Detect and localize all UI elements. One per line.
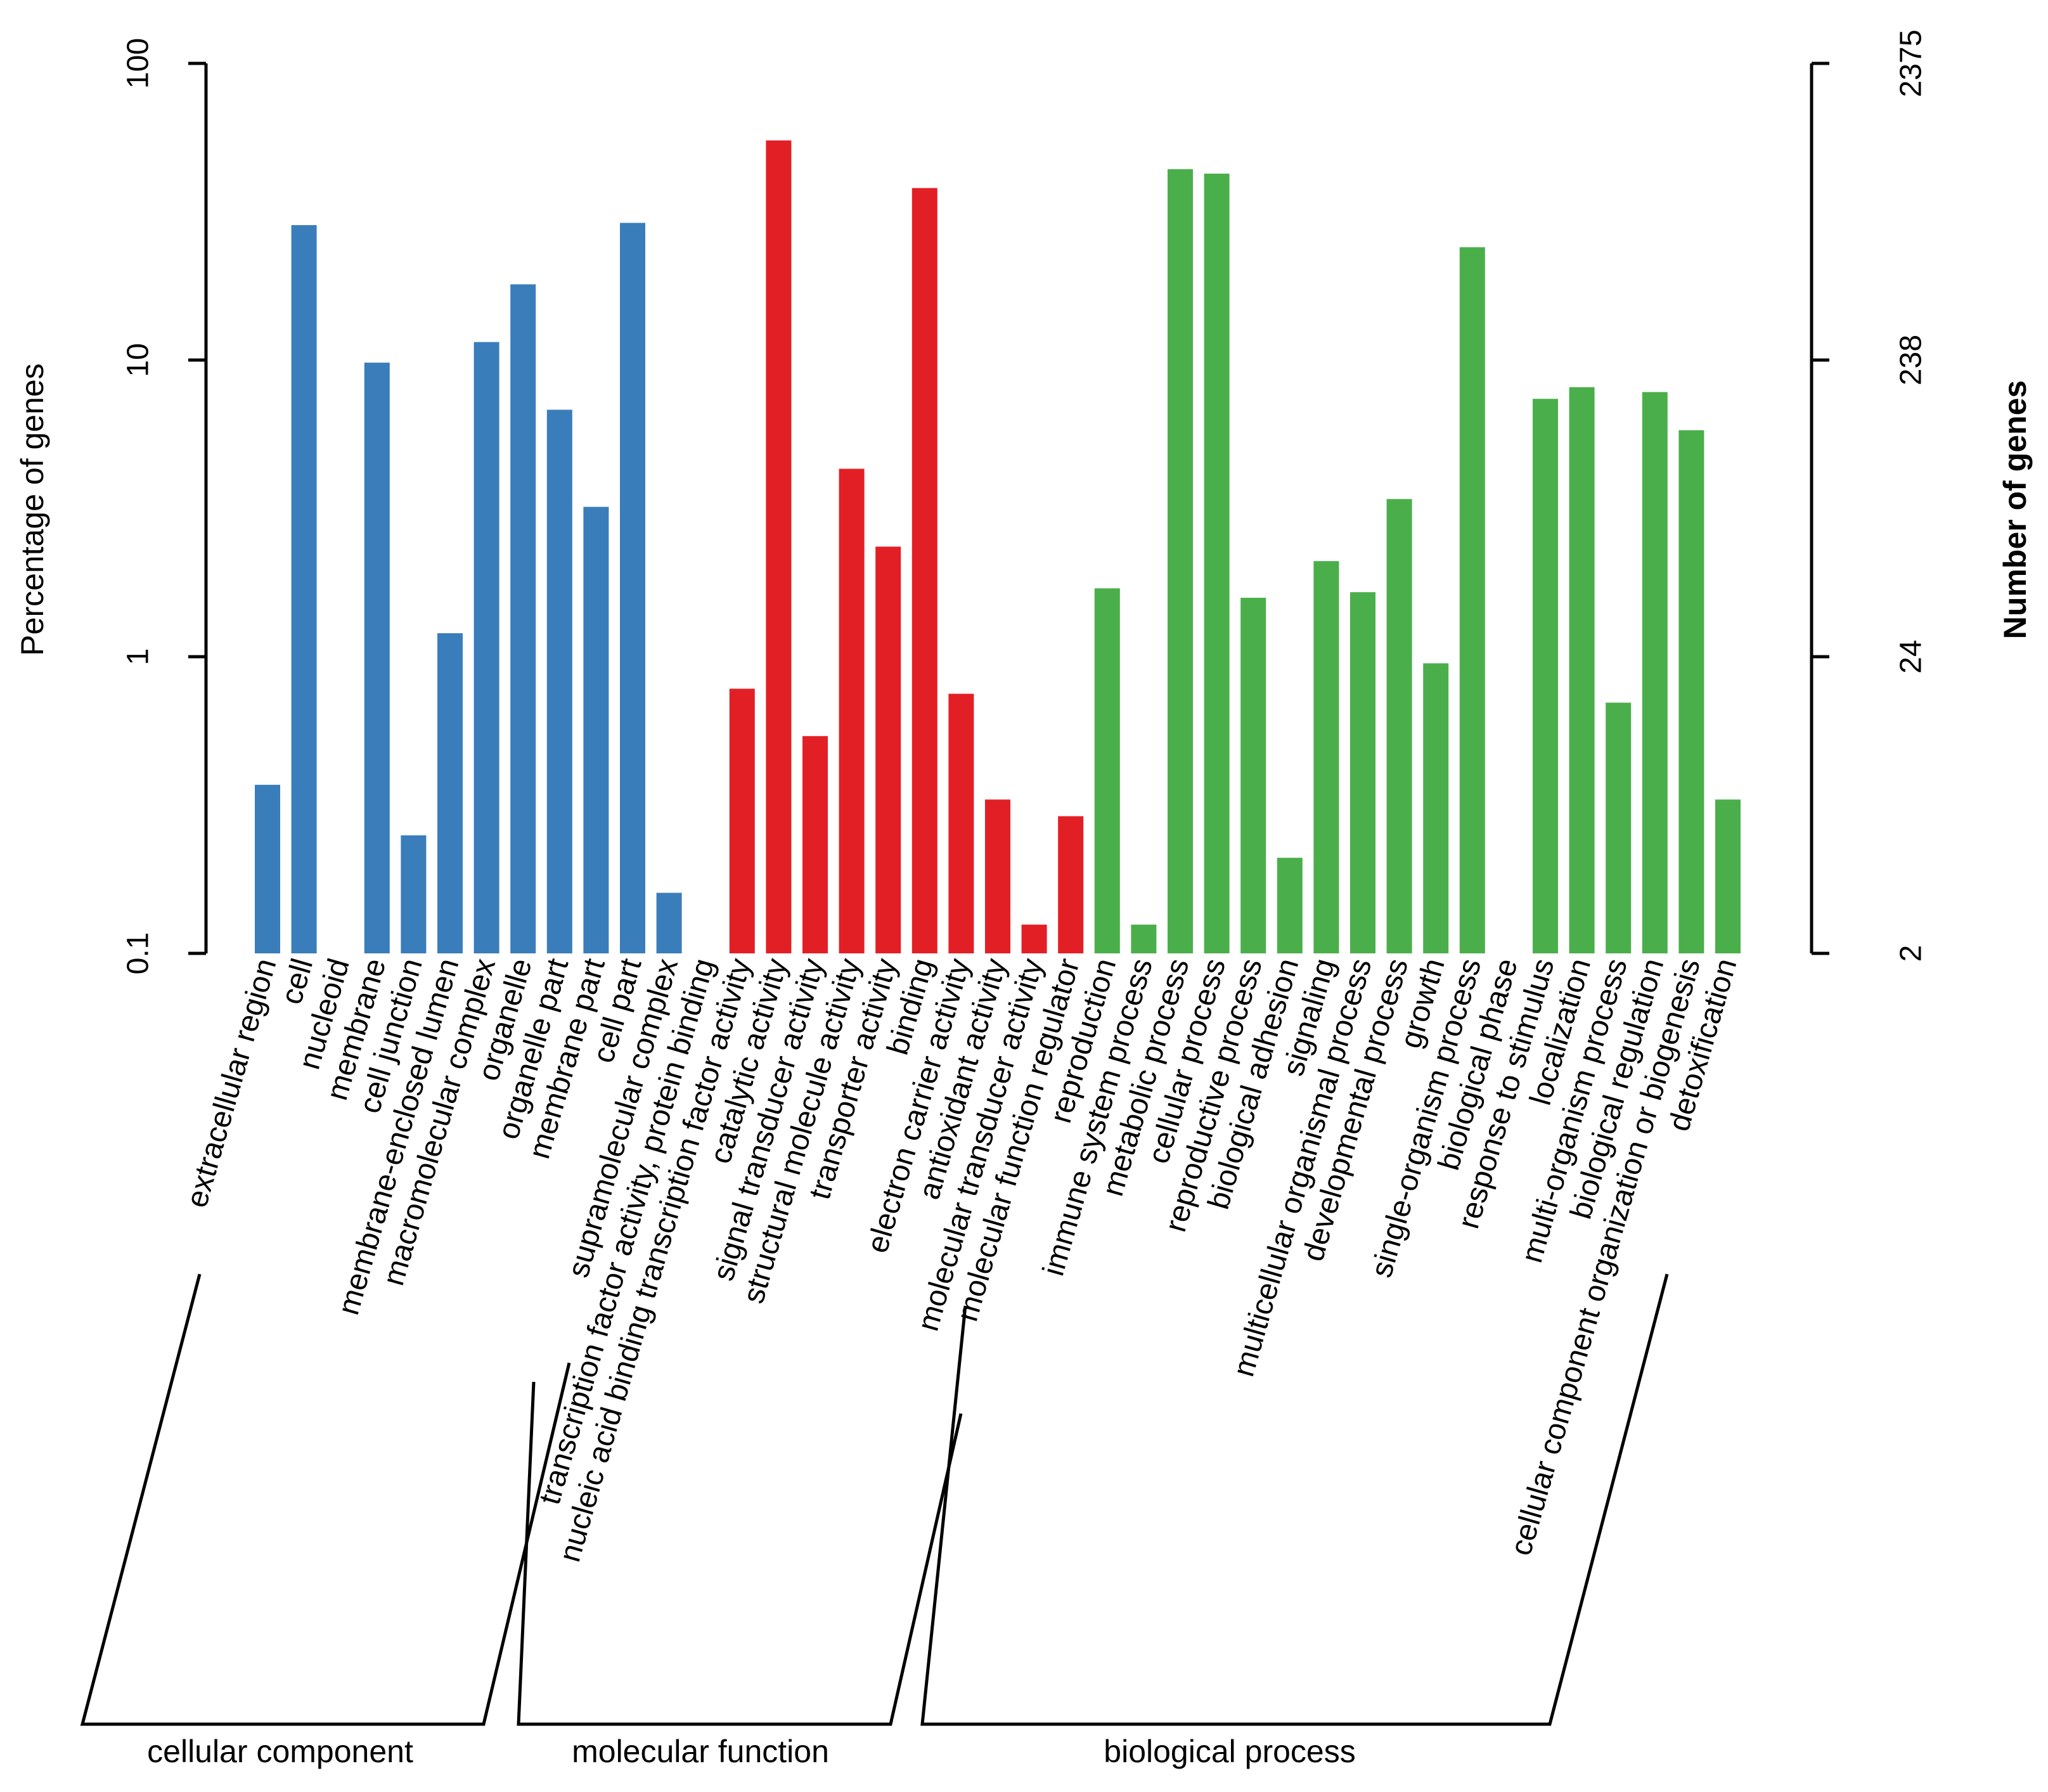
bar-cellular-process [1204,173,1230,954]
bar-membrane-enclosed-lumen [437,633,463,953]
bar-biological-regulation [1642,392,1668,953]
left-tick-label: 1 [122,648,155,666]
bar-biological-adhesion [1277,858,1303,953]
bar-reproduction [1094,588,1120,953]
bar-single-organism-process [1459,247,1485,953]
bar-supramolecular-complex [656,893,682,953]
bar-membrane-part [583,506,609,953]
bar-membrane [364,363,390,953]
y2-axis-title: Number of genes [1997,380,2033,639]
bar-catalytic-activity [766,140,792,953]
bar-organelle [510,284,536,953]
bar-antioxidant-activity [985,799,1010,953]
bars [255,140,1741,954]
bracket-cellular-component [80,1273,571,1726]
right-tick-label: 2375 [1895,30,1928,98]
bar-signal-transducer-activity [802,736,828,953]
bracket-molecular-function [517,1381,963,1726]
left-tick-label: 0.1 [122,932,155,975]
bar-molecular-function-regulator [1058,816,1084,953]
bar-signaling [1313,561,1339,953]
bar-localization [1569,387,1595,953]
bar-extracellular-region [255,785,280,953]
group-label-cellular-component: cellular component [147,1734,413,1769]
bar-cell-junction [401,835,427,953]
bracket-biological-process [920,1273,1669,1726]
category-labels: extracellular regioncellnucleoidmembrane… [180,955,1744,1566]
group-label-molecular-function: molecular function [572,1734,829,1769]
bar-nucleic-acid-binding-transcription-factor-activity [729,688,755,953]
bar-cellular-component-organization-or-biogenesis [1678,430,1704,953]
right-tick-label: 24 [1895,640,1928,673]
right-tick-label: 2 [1895,945,1928,962]
bar-detoxification [1715,799,1741,953]
category-label-extracellular-region: extracellular region [180,955,283,1211]
bar-developmental-process [1386,499,1412,953]
bar-transporter-activity [875,546,901,953]
bar-reproductive-process [1240,598,1266,953]
bar-response-to-stimulus [1533,399,1558,953]
bar-binding [911,188,937,954]
right-tick-label: 238 [1895,335,1928,385]
bar-cell-part [620,222,645,953]
bar-organelle-part [546,409,572,953]
group-brackets: cellular component molecular function biol… [80,1273,1669,1769]
y-axis-title: Percentage of genes [15,363,50,655]
left-tick-label: 100 [122,38,155,89]
axes: 100 10 1 0.1 2375 238 24 2 [122,30,1928,975]
bar-structural-molecule-activity [839,468,865,953]
bar-cell [291,225,317,954]
bar-electron-carrier-activity [948,693,974,953]
left-tick-label: 10 [122,343,155,377]
bar-multi-organism-process [1606,702,1632,953]
bar-immune-system-process [1131,924,1157,953]
bar-multicellular-organismal-process [1350,592,1375,953]
bar-macromolecular-complex [473,342,499,953]
bar-growth [1423,663,1449,953]
bar-metabolic-process [1168,169,1193,953]
bar-molecular-transducer-activity [1021,924,1047,953]
group-label-biological-process: biological process [1104,1734,1355,1769]
